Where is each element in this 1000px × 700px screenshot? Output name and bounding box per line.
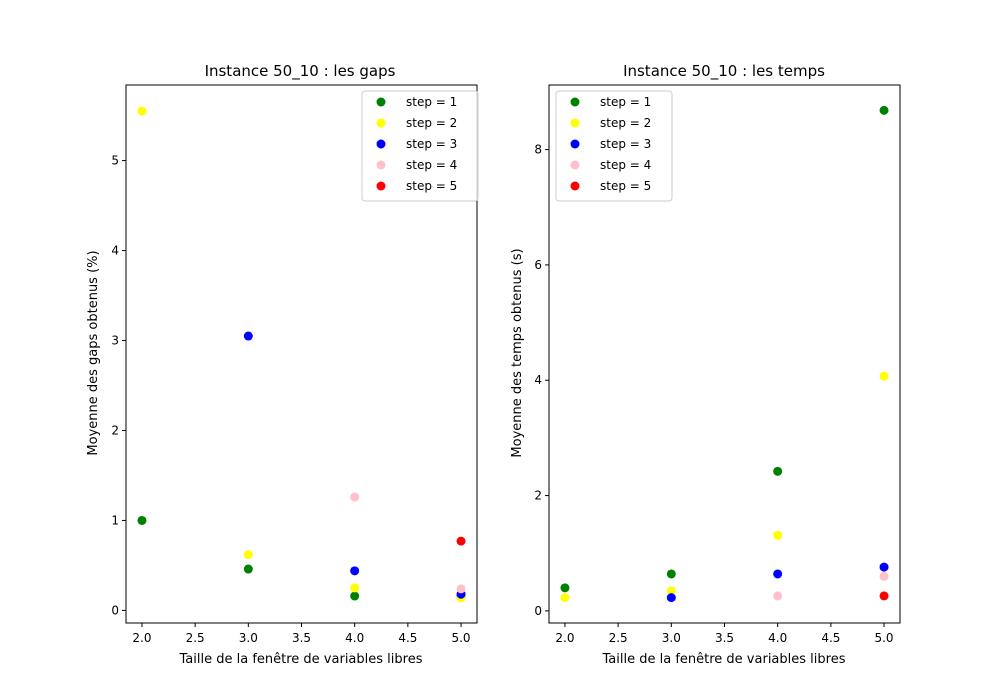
temps-x-tick-label: 2.5	[609, 631, 628, 645]
temps-y-tick-label: 0	[534, 604, 542, 618]
gaps-x-tick-label: 2.5	[186, 631, 205, 645]
temps-point-step-1	[773, 467, 782, 476]
gaps-point-step-3	[350, 566, 359, 575]
temps-y-tick-label: 2	[534, 489, 542, 503]
temps-legend: step = 1 step = 2 step = 3 step = 4 step = 5	[556, 91, 672, 201]
gaps-y-tick-label: 5	[111, 154, 119, 168]
temps-legend-marker-step-3	[571, 140, 580, 149]
gaps-x-tick-label: 4.0	[345, 631, 364, 645]
gaps-y-tick-label: 0	[111, 603, 119, 617]
temps-legend-marker-step-4	[571, 161, 580, 170]
temps-x-tick-label: 4.5	[821, 631, 840, 645]
gaps-y-tick-label: 1	[111, 513, 119, 527]
gaps-legend-marker-step-3	[377, 140, 386, 149]
temps-legend-label-step-3: step = 3	[600, 137, 651, 151]
gaps-point-step-4	[350, 493, 359, 502]
gaps-point-step-2	[244, 550, 253, 559]
temps-x-tick-label: 3.5	[715, 631, 734, 645]
gaps-legend-label-step-4: step = 4	[406, 158, 457, 172]
temps-y-axis-label: Moyenne des temps obtenus (s)	[510, 248, 525, 457]
temps-x-axis-label: Taille de la fenêtre de variables libres	[602, 652, 846, 667]
temps-point-step-5	[880, 591, 889, 600]
temps-point-step-1	[880, 106, 889, 115]
temps-x-tick-label: 2.0	[555, 631, 574, 645]
temps-legend-marker-step-1	[571, 98, 580, 107]
gaps-y-tick-label: 3	[111, 334, 119, 348]
temps-point-step-3	[773, 569, 782, 578]
gaps-chart-title: Instance 50_10 : les gaps	[205, 62, 396, 81]
temps-x-tick-label: 4.0	[768, 631, 787, 645]
gaps-y-axis-label: Moyenne des gaps obtenus (%)	[86, 250, 101, 455]
temps-legend-marker-step-5	[571, 182, 580, 191]
gaps-legend-marker-step-2	[377, 119, 386, 128]
temps-point-step-3	[880, 563, 889, 572]
gaps-legend-label-step-2: step = 2	[406, 116, 457, 130]
gaps-y-tick-label: 4	[111, 244, 119, 258]
temps-chart-title: Instance 50_10 : les temps	[623, 62, 825, 81]
gaps-point-step-1	[244, 565, 253, 574]
gaps-legend-marker-step-4	[377, 161, 386, 170]
gaps-y-tick-label: 2	[111, 423, 119, 437]
temps-y-tick-label: 6	[534, 258, 542, 272]
temps-legend-label-step-5: step = 5	[600, 179, 651, 193]
gaps-point-step-2	[350, 583, 359, 592]
gaps-legend: step = 1 step = 2 step = 3 step = 4 step = 5	[362, 91, 478, 201]
temps-point-step-2	[773, 531, 782, 540]
temps-x-tick-label: 3.0	[662, 631, 681, 645]
gaps-point-step-1	[137, 516, 146, 525]
gaps-point-step-4	[457, 584, 466, 593]
temps-legend-label-step-2: step = 2	[600, 116, 651, 130]
temps-point-step-1	[667, 569, 676, 578]
gaps-x-axis-label: Taille de la fenêtre de variables libres	[179, 652, 423, 667]
gaps-x-tick-label: 3.5	[292, 631, 311, 645]
temps-point-step-2	[560, 593, 569, 602]
gaps-point-step-3	[244, 332, 253, 341]
temps-y-tick-label: 8	[534, 143, 542, 157]
temps-point-step-2	[880, 372, 889, 381]
temps-legend-marker-step-2	[571, 119, 580, 128]
gaps-legend-label-step-5: step = 5	[406, 179, 457, 193]
gaps-x-tick-label: 4.5	[398, 631, 417, 645]
gaps-point-step-5	[457, 537, 466, 546]
gaps-x-tick-label: 2.0	[132, 631, 151, 645]
temps-point-step-4	[773, 591, 782, 600]
temps-legend-label-step-4: step = 4	[600, 158, 651, 172]
gaps-x-tick-label: 5.0	[451, 631, 470, 645]
temps-legend-label-step-1: step = 1	[600, 95, 651, 109]
temps-point-step-1	[560, 583, 569, 592]
gaps-legend-label-step-1: step = 1	[406, 95, 457, 109]
gaps-legend-marker-step-1	[377, 98, 386, 107]
gaps-point-step-1	[350, 592, 359, 601]
gaps-point-step-2	[137, 107, 146, 116]
gaps-legend-label-step-3: step = 3	[406, 137, 457, 151]
gaps-legend-marker-step-5	[377, 182, 386, 191]
temps-x-tick-label: 5.0	[874, 631, 893, 645]
temps-point-step-4	[880, 572, 889, 581]
gaps-x-tick-label: 3.0	[239, 631, 258, 645]
temps-point-step-3	[667, 593, 676, 602]
temps-y-tick-label: 4	[534, 373, 542, 387]
